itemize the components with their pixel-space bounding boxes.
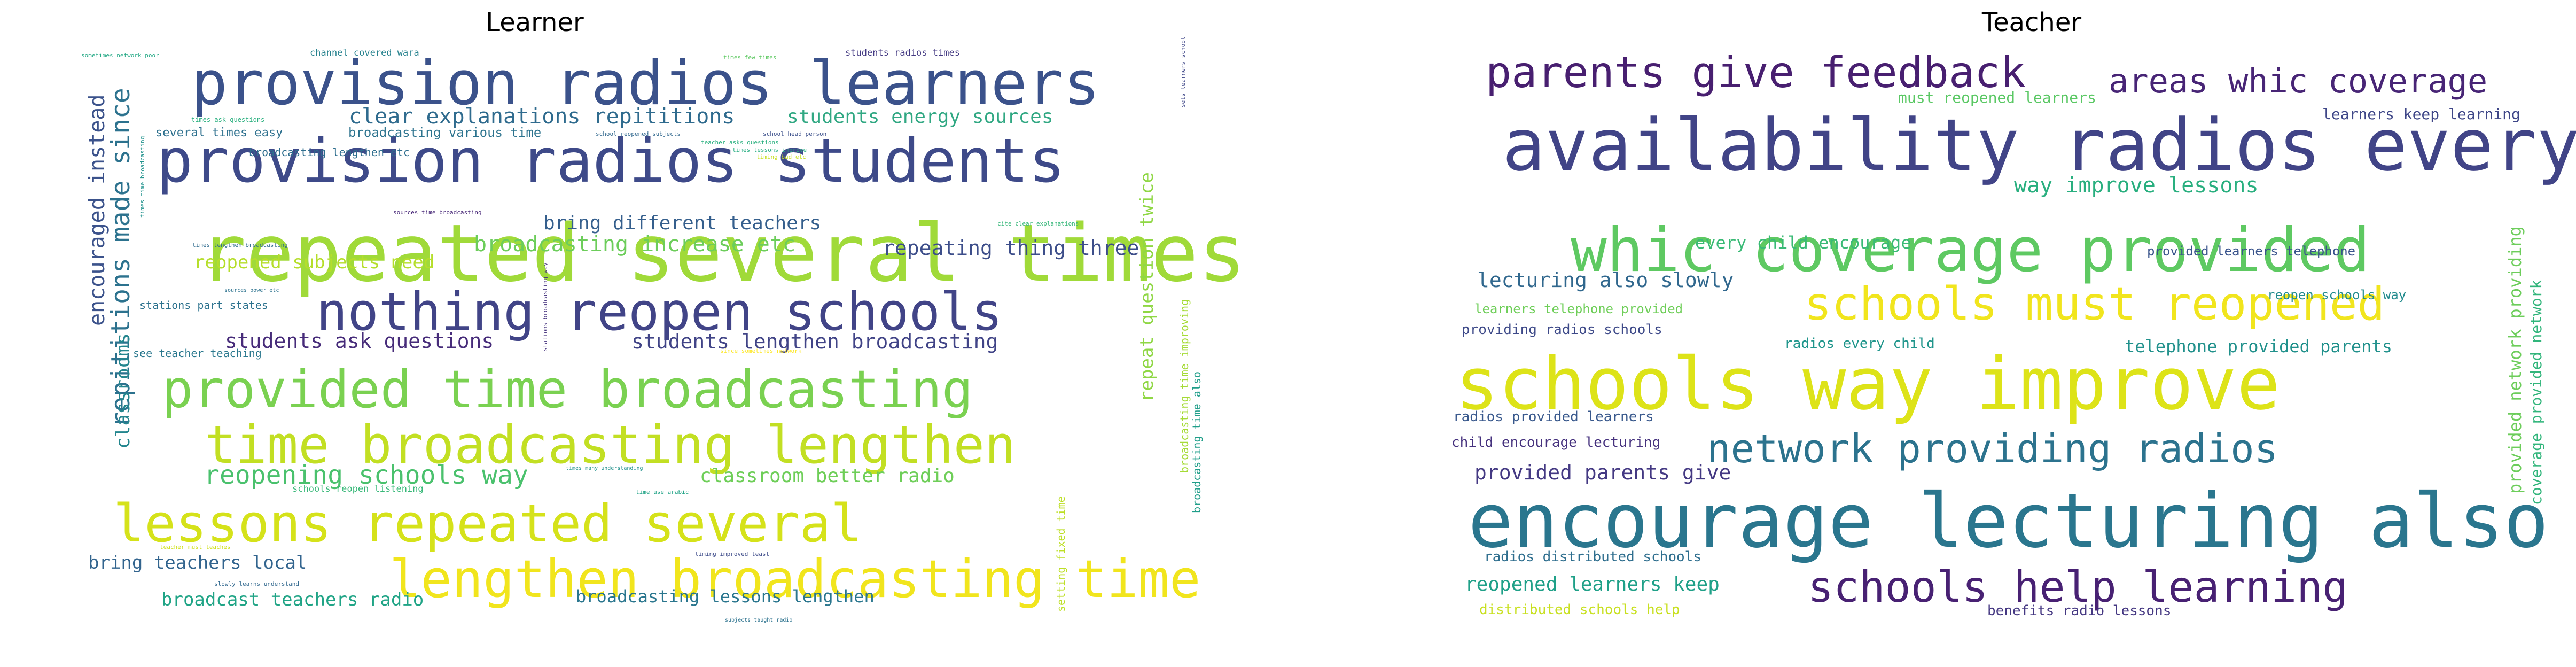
learner-phrase: bring different teachers	[543, 212, 821, 234]
learner-phrase: several times easy	[155, 126, 283, 139]
learner-phrase: broadcasting various time	[348, 125, 541, 140]
teacher-phrase: learners keep learning	[2322, 105, 2520, 123]
teacher-phrase: benefits radio lessons	[1987, 603, 2171, 619]
learner-phrase: repeat question twice	[1136, 172, 1158, 402]
teacher-phrase: schools way improve	[1455, 342, 2280, 426]
learner-phrase: students lengthen broadcasting	[631, 330, 998, 353]
learner-phrase: reopened subjects need	[194, 252, 434, 273]
teacher-phrase: providing radios schools	[1462, 322, 1662, 338]
teacher-phrase: network providing radios	[1707, 426, 2278, 472]
learner-phrase: sources time broadcasting	[393, 209, 482, 216]
learner-phrase: repeated several times	[199, 207, 1246, 299]
learner-phrase: broadcasting increase etc	[474, 232, 795, 257]
learner-phrase: bring teachers local	[88, 552, 307, 573]
learner-phrase: times lessons improve	[732, 146, 807, 153]
learner-phrase: cite clear explanations	[997, 220, 1079, 227]
learner-phrase: see teacher teaching	[133, 347, 262, 360]
learner-phrase: setting fixed time	[1055, 496, 1067, 612]
learner-phrase: provided time broadcasting	[162, 359, 973, 420]
learner-phrase: time use arabic	[636, 488, 689, 495]
learner-phrase: channel covered wara	[310, 48, 419, 58]
learner-phrase: students radios times	[845, 48, 960, 58]
teacher-phrase: provided network providing	[2505, 226, 2525, 494]
teacher-phrase: areas whic coverage	[2109, 61, 2487, 100]
learner-phrase: nothing reopen schools	[316, 282, 1003, 342]
learner-title: Learner	[486, 7, 584, 37]
learner-phrase: clear explanations repititions	[349, 104, 735, 129]
teacher-phrase: reopened learners keep	[1465, 573, 1720, 595]
teacher-wordcloud: parents give feedback areas whic coverage…	[1451, 48, 2576, 619]
learner-phrase: stations part states	[139, 299, 268, 312]
teacher-phrase: schools help learning	[1808, 562, 2348, 612]
teacher-title: Teacher	[1981, 7, 2082, 37]
teacher-phrase: lecturing also slowly	[1477, 268, 1734, 292]
learner-phrase: timing bad etc	[756, 153, 806, 160]
teacher-phrase: provided parents give	[1474, 461, 1731, 484]
learner-phrase: times ask questions	[191, 116, 264, 123]
learner-phrase: teacher asks questions	[701, 139, 779, 146]
learner-phrase: school reopened subjects	[596, 130, 681, 137]
learner-phrase: schools reopen listening	[292, 484, 424, 494]
learner-phrase: broadcasting lengthen etc	[249, 146, 410, 159]
teacher-phrase: radios distributed schools	[1484, 549, 1701, 565]
learner-phrase: students ask questions	[225, 329, 494, 353]
learner-phrase: timing improved least	[695, 550, 769, 557]
learner-phrase: time broadcasting lengthen	[205, 415, 1016, 475]
teacher-phrase: must reopened learners	[1898, 89, 2096, 106]
teacher-phrase: coverage provided network	[2527, 280, 2545, 505]
learner-phrase: teacher must teaches	[160, 544, 230, 550]
learner-phrase: provision radios learners	[191, 48, 1100, 119]
learner-phrase: subjects taught radio	[725, 617, 792, 623]
teacher-phrase: telephone provided parents	[2125, 336, 2392, 356]
teacher-phrase: whic coverage provided	[1571, 215, 2370, 285]
teacher-phrase: parents give feedback	[1486, 48, 2026, 97]
learner-phrase: times many understanding	[566, 466, 643, 471]
teacher-phrase: every child encourage	[1695, 232, 1911, 253]
teacher-phrase: availability radios every	[1502, 104, 2576, 187]
teacher-phrase: reopen schools way	[2267, 288, 2406, 303]
teacher-phrase: encourage lecturing also	[1468, 478, 2549, 565]
learner-phrase: broadcasting time improving	[1178, 299, 1191, 473]
teacher-phrase: learners telephone provided	[1474, 301, 1683, 316]
learner-phrase: lengthen broadcasting time	[389, 549, 1200, 609]
teacher-phrase: distributed schools help	[1479, 602, 1680, 618]
learner-phrase: classrooms	[112, 333, 134, 449]
learner-phrase: slowly learns understand	[214, 580, 299, 587]
learner-phrase: sometimes network poor	[81, 52, 159, 59]
teacher-phrase: radios every child	[1784, 336, 1935, 352]
learner-phrase: times few times	[723, 54, 776, 61]
learner-phrase: reopening schools way	[204, 460, 528, 490]
learner-phrase: encouraged instead	[85, 95, 110, 326]
teacher-phrase: schools must reopened	[1804, 277, 2385, 331]
learner-phrase: repeating thing three	[883, 236, 1139, 260]
teacher-phrase: radios provided learners	[1453, 409, 1654, 425]
teacher-phrase: way improve lessons	[2014, 173, 2259, 198]
learner-phrase: repititions made since	[106, 88, 136, 428]
learner-phrase: stations broadcasting way	[542, 262, 549, 351]
teacher-phrase: provided learners telephone	[2147, 244, 2355, 259]
learner-phrase: times time broadcasting	[139, 136, 146, 218]
learner-phrase: times lengthen broadcasting	[192, 242, 288, 249]
learner-phrase: broadcast teachers radio	[161, 589, 424, 610]
learner-phrase: since sometimes network	[720, 347, 802, 354]
learner-phrase: sources power etc	[224, 288, 279, 293]
learner-phrase: sets learners school	[1180, 37, 1186, 107]
learner-phrase: broadcasting lessons lengthen	[576, 586, 875, 607]
learner-phrase: provision radios students	[157, 126, 1065, 196]
learner-phrase: students energy sources	[787, 106, 1053, 128]
learner-phrase: classroom better radio	[700, 465, 955, 487]
learner-phrase: broadcasting time also	[1190, 371, 1203, 513]
teacher-phrase: child encourage lecturing	[1451, 435, 1660, 451]
learner-phrase: lessons repeated several	[113, 493, 862, 554]
learner-phrase: school head person	[763, 130, 826, 137]
